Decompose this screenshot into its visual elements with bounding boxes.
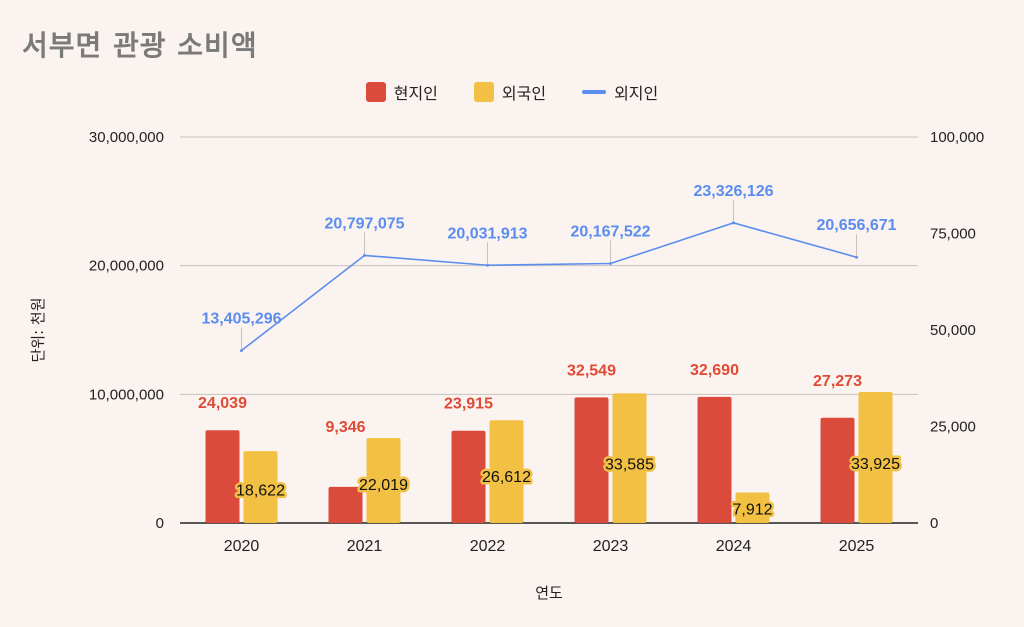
data-label-foreign-halo: 33,585 bbox=[605, 457, 654, 474]
data-label-foreign-halo: 18,622 bbox=[236, 483, 285, 500]
point-visitor bbox=[363, 253, 366, 257]
bar-local bbox=[451, 430, 486, 523]
bar-foreign bbox=[612, 393, 647, 523]
data-label-foreign-halo: 26,612 bbox=[482, 469, 531, 486]
right-tick-label: 50,000 bbox=[930, 322, 976, 339]
data-label-visitor: 20,031,913 bbox=[447, 225, 527, 242]
data-label-local: 32,549 bbox=[567, 362, 616, 379]
left-tick-label: 20,000,000 bbox=[89, 258, 164, 275]
data-label-visitor: 20,656,671 bbox=[816, 217, 896, 234]
right-tick-label: 25,000 bbox=[930, 419, 976, 436]
point-visitor bbox=[486, 263, 489, 267]
bar-foreign bbox=[366, 438, 401, 523]
right-tick-label: 75,000 bbox=[930, 226, 976, 243]
data-label-local: 32,690 bbox=[690, 362, 739, 379]
point-visitor bbox=[732, 221, 735, 225]
bar-foreign bbox=[489, 420, 524, 523]
bar-local bbox=[205, 430, 240, 523]
data-label-foreign: 7,912 bbox=[732, 501, 772, 518]
data-label-foreign-halo: 7,912 bbox=[732, 501, 772, 518]
left-tick-label: 30,000,000 bbox=[89, 129, 164, 146]
data-label-visitor: 23,326,126 bbox=[693, 183, 773, 200]
data-label-foreign: 22,019 bbox=[359, 477, 408, 494]
bar-foreign bbox=[858, 392, 893, 523]
data-label-foreign: 33,925 bbox=[851, 456, 900, 473]
legend-label-local: 현지인 bbox=[393, 84, 438, 103]
legend-item-local[interactable]: 현지인 bbox=[365, 80, 438, 104]
data-label-local: 24,039 bbox=[198, 395, 247, 412]
x-tick-label: 2025 bbox=[839, 538, 875, 555]
right-tick-label: 0 bbox=[930, 515, 938, 532]
legend-label-visitor: 외지인 bbox=[614, 84, 659, 103]
x-axis-title: 연도 bbox=[535, 584, 563, 602]
x-tick-label: 2023 bbox=[593, 538, 629, 555]
x-tick-label: 2022 bbox=[470, 538, 506, 555]
legend-swatch-foreign bbox=[473, 82, 494, 102]
bar-foreign bbox=[243, 451, 278, 523]
legend-swatch-local bbox=[365, 82, 386, 102]
data-label-visitor: 13,405,296 bbox=[201, 311, 281, 328]
bar-local bbox=[820, 417, 855, 523]
x-tick-label: 2020 bbox=[224, 538, 260, 555]
bar-foreign bbox=[735, 492, 770, 523]
data-label-visitor: 20,797,075 bbox=[324, 215, 404, 232]
bar-local bbox=[328, 486, 363, 523]
data-label-visitor: 20,167,522 bbox=[570, 224, 650, 241]
legend-item-visitor[interactable]: 외지인 bbox=[582, 80, 658, 104]
right-tick-label: 100,000 bbox=[930, 129, 984, 146]
chart-title: 서부면 관광 소비액 bbox=[22, 29, 258, 62]
x-tick-label: 2024 bbox=[716, 538, 752, 555]
bar-local bbox=[574, 397, 609, 523]
x-tick-label: 2021 bbox=[347, 538, 383, 555]
legend-item-foreign[interactable]: 외국인 bbox=[473, 80, 547, 104]
legend-label-foreign: 외국인 bbox=[501, 84, 547, 103]
data-label-foreign: 33,585 bbox=[605, 457, 654, 474]
line-visitor bbox=[241, 222, 857, 352]
data-label-foreign: 18,622 bbox=[236, 483, 285, 500]
data-label-local: 23,915 bbox=[444, 396, 493, 413]
data-label-foreign: 26,612 bbox=[482, 469, 531, 486]
legend-swatch-visitor bbox=[582, 90, 607, 94]
point-visitor bbox=[609, 262, 612, 266]
point-visitor bbox=[855, 255, 858, 259]
y-axis-title: 단위: 천원 bbox=[29, 297, 47, 362]
data-label-foreign-halo: 22,019 bbox=[359, 477, 408, 494]
legend: 현지인 외국인 외지인 bbox=[0, 80, 1024, 104]
bar-local bbox=[697, 396, 732, 523]
data-label-foreign-halo: 33,925 bbox=[851, 456, 900, 473]
left-tick-label: 10,000,000 bbox=[89, 386, 164, 403]
data-label-local: 27,273 bbox=[813, 373, 862, 390]
data-label-local: 9,346 bbox=[325, 419, 365, 436]
point-visitor bbox=[240, 349, 243, 353]
left-tick-label: 0 bbox=[156, 515, 164, 532]
